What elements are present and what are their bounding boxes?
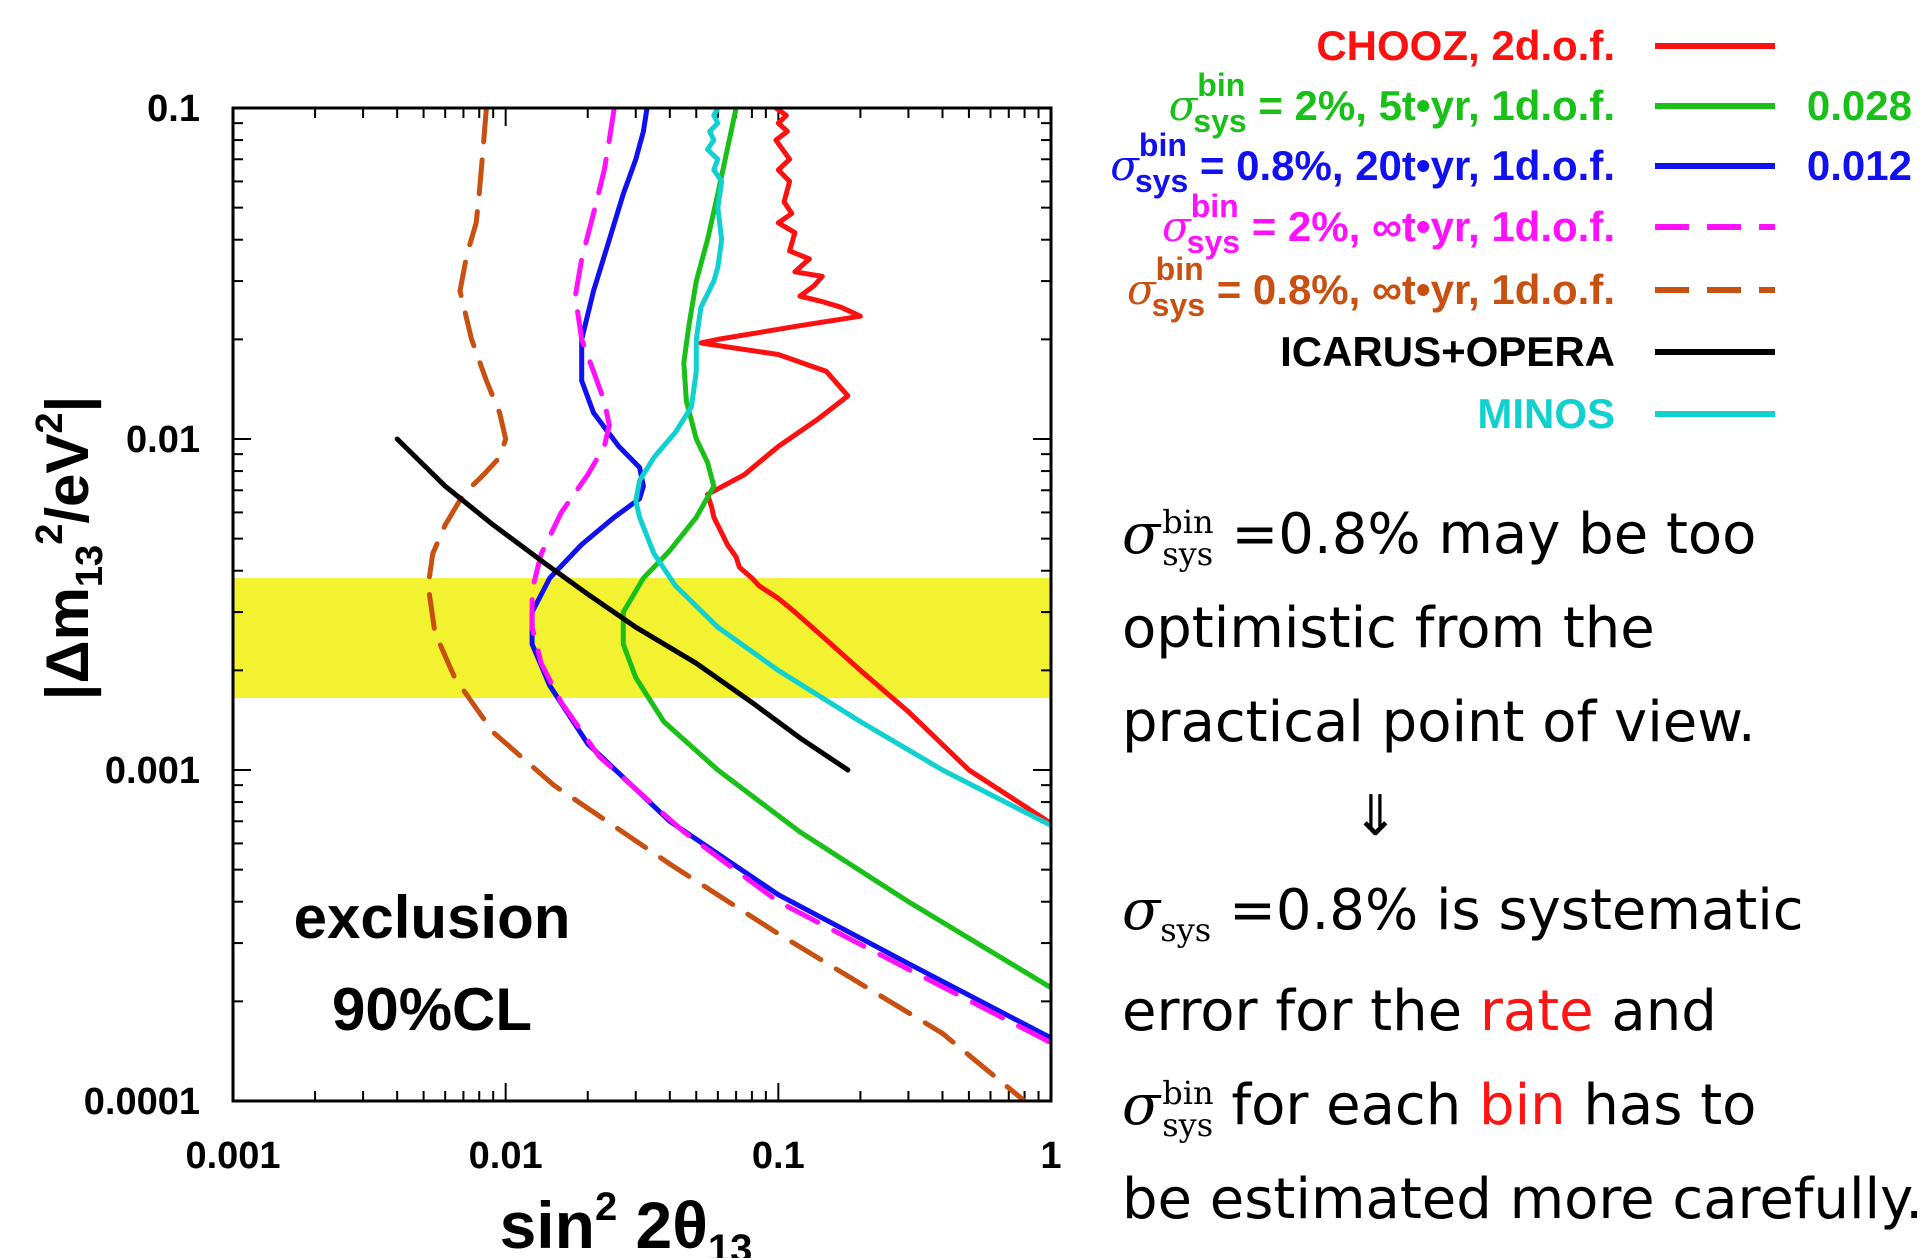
legend-label: σbin sys = 2%, 5t•yr, 1d.o.f. bbox=[1169, 67, 1615, 139]
legend-label: σbin sys = 0.8%, ∞t•yr, 1d.o.f. bbox=[1127, 251, 1615, 323]
legend-sigma-sup: bin bbox=[1191, 188, 1239, 224]
legend-text: = 2%, ∞t•yr, 1d.o.f. bbox=[1240, 203, 1615, 250]
legend-entry-4: σbin sys = 2%, ∞t•yr, 1d.o.f. bbox=[1162, 188, 1775, 260]
legend-label: σbin sys = 2%, ∞t•yr, 1d.o.f. bbox=[1162, 188, 1615, 260]
y-tick-label: 0.01 bbox=[126, 419, 200, 461]
y-axis-label-sup2: 2 bbox=[29, 412, 71, 433]
note-line-6: σ bin sys for each bin has to bbox=[1122, 1059, 1902, 1153]
note-line-3: practical point of view. bbox=[1122, 690, 1756, 755]
legend-label: MINOS bbox=[1477, 390, 1615, 437]
legend-entry-7: MINOS bbox=[1477, 390, 1775, 437]
note-sigma-scripts: bin sys bbox=[1162, 506, 1213, 570]
y-axis-label-sup: 2 bbox=[29, 524, 71, 545]
plot-frame bbox=[231, 106, 1053, 1103]
series-line-2 bbox=[620, 108, 1051, 991]
series-line-1 bbox=[698, 108, 1051, 826]
y-axis-label-sub: 13 bbox=[69, 545, 111, 587]
note-sigma-sub: sys bbox=[1162, 534, 1214, 573]
legend-sigma: σ bbox=[1110, 141, 1140, 190]
legend-text: = 0.8%, 20t•yr, 1d.o.f. bbox=[1188, 142, 1615, 189]
x-tick-label: 0.01 bbox=[469, 1135, 543, 1177]
legend-label: ICARUS+OPERA bbox=[1280, 328, 1615, 375]
series-line-7 bbox=[633, 108, 1051, 828]
x-tick-label: 1 bbox=[1040, 1135, 1061, 1177]
annotation: exclusion 90%CL bbox=[294, 884, 571, 1043]
legend-entry-2: σbin sys = 2%, 5t•yr, 1d.o.f. 0.028 bbox=[1169, 67, 1912, 139]
x-axis-label-sup: 2 bbox=[595, 1185, 617, 1229]
x-axis-label-sub: 13 bbox=[708, 1227, 753, 1258]
legend-text: = 0.8%, ∞t•yr, 1d.o.f. bbox=[1205, 266, 1615, 313]
note-sigma: σ bbox=[1122, 878, 1161, 943]
note-text: =0.8% may be too bbox=[1213, 502, 1757, 567]
notes-text: σ bin sys =0.8% may be too optimistic from… bbox=[1122, 488, 1921, 1247]
note-line-4: σsys =0.8% is systematic bbox=[1122, 864, 1902, 965]
tick-labels: 0.001 0.01 0.1 1 0.0001 0.001 0.01 0.1 bbox=[84, 88, 1062, 1177]
note-text: =0.8% is systematic bbox=[1211, 878, 1804, 943]
legend-entry-1: CHOOZ, 2d.o.f. bbox=[1316, 22, 1775, 69]
allowed-band bbox=[233, 578, 1051, 699]
legend-label: CHOOZ, 2d.o.f. bbox=[1316, 22, 1615, 69]
note-sigma-sup: bin bbox=[1162, 1073, 1214, 1112]
x-axis-label: sin2 2θ13 bbox=[500, 1185, 753, 1258]
y-axis-label-pre: |Δm bbox=[34, 587, 102, 700]
y-axis-label: |Δm132/eV2| bbox=[29, 396, 111, 701]
note-highlight-bin: bin bbox=[1479, 1073, 1566, 1138]
note-highlight-rate: rate bbox=[1479, 979, 1594, 1044]
x-axis-label-base: sin bbox=[500, 1188, 595, 1258]
series-line-6 bbox=[394, 436, 851, 773]
legend-sigma-sub: sys bbox=[1193, 103, 1246, 139]
note-line-1: σ bin sys =0.8% may be too bbox=[1122, 488, 1902, 582]
legend-sigma-sup: bin bbox=[1197, 67, 1245, 103]
legend-sigma: σ bbox=[1169, 81, 1199, 130]
note-line-5: error for the rate and bbox=[1122, 965, 1902, 1059]
legend-value: 0.012 bbox=[1807, 142, 1912, 189]
note-sigma-sup: bin bbox=[1162, 502, 1214, 541]
legend-label: σbin sys = 0.8%, 20t•yr, 1d.o.f. bbox=[1110, 127, 1615, 199]
y-tick-label: 0.1 bbox=[147, 88, 200, 130]
y-axis-label-post: /eV bbox=[34, 434, 101, 524]
series-layer bbox=[394, 108, 1051, 1101]
note-text: has to bbox=[1565, 1073, 1757, 1138]
y-tick-label: 0.001 bbox=[105, 750, 200, 792]
note-text: for each bbox=[1213, 1073, 1480, 1138]
annotation-line-2: 90%CL bbox=[332, 976, 532, 1043]
legend-text: CHOOZ, 2d.o.f. bbox=[1316, 22, 1615, 69]
note-sigma-sub: sys bbox=[1160, 911, 1212, 949]
note-line-7: be estimated more carefully. bbox=[1122, 1167, 1921, 1232]
series-line-5 bbox=[425, 108, 1028, 1101]
legend-text: ICARUS+OPERA bbox=[1280, 328, 1615, 375]
note-text: and bbox=[1593, 979, 1717, 1044]
legend-sigma: σ bbox=[1162, 202, 1192, 251]
x-tick-label: 0.001 bbox=[185, 1135, 280, 1177]
legend-sigma-sup: bin bbox=[1139, 127, 1187, 163]
legend: CHOOZ, 2d.o.f.σbin sys = 2%, 5t•yr, 1d.o.… bbox=[1110, 22, 1912, 437]
legend-entry-5: σbin sys = 0.8%, ∞t•yr, 1d.o.f. bbox=[1127, 251, 1775, 323]
annotation-line-1: exclusion bbox=[294, 884, 571, 951]
x-tick-label: 0.1 bbox=[752, 1135, 805, 1177]
x-axis-label-rest: 2θ bbox=[617, 1188, 708, 1258]
series-line-4 bbox=[529, 108, 1051, 1046]
legend-sigma-sub: sys bbox=[1187, 224, 1240, 260]
y-tick-label: 0.0001 bbox=[84, 1081, 200, 1123]
note-line-2: optimistic from the bbox=[1122, 596, 1655, 661]
legend-text: MINOS bbox=[1477, 390, 1615, 437]
legend-entry-3: σbin sys = 0.8%, 20t•yr, 1d.o.f. 0.012 bbox=[1110, 127, 1912, 199]
note-sigma: σ bbox=[1122, 1073, 1161, 1138]
legend-sigma-sup: bin bbox=[1156, 251, 1204, 287]
legend-value: 0.028 bbox=[1807, 82, 1912, 129]
y-axis-label-close: | bbox=[34, 396, 102, 413]
legend-sigma-sub: sys bbox=[1135, 163, 1188, 199]
note-text: error for the bbox=[1122, 979, 1480, 1044]
note-sigma: σ bbox=[1122, 502, 1161, 567]
down-arrow-icon: ⇓ bbox=[1352, 784, 1399, 849]
note-sigma-scripts: bin sys bbox=[1162, 1077, 1213, 1141]
legend-sigma: σ bbox=[1127, 265, 1157, 314]
note-sigma-sub: sys bbox=[1162, 1105, 1214, 1144]
legend-entry-6: ICARUS+OPERA bbox=[1280, 328, 1775, 375]
legend-text: = 2%, 5t•yr, 1d.o.f. bbox=[1247, 82, 1615, 129]
legend-sigma-sub: sys bbox=[1152, 287, 1205, 323]
